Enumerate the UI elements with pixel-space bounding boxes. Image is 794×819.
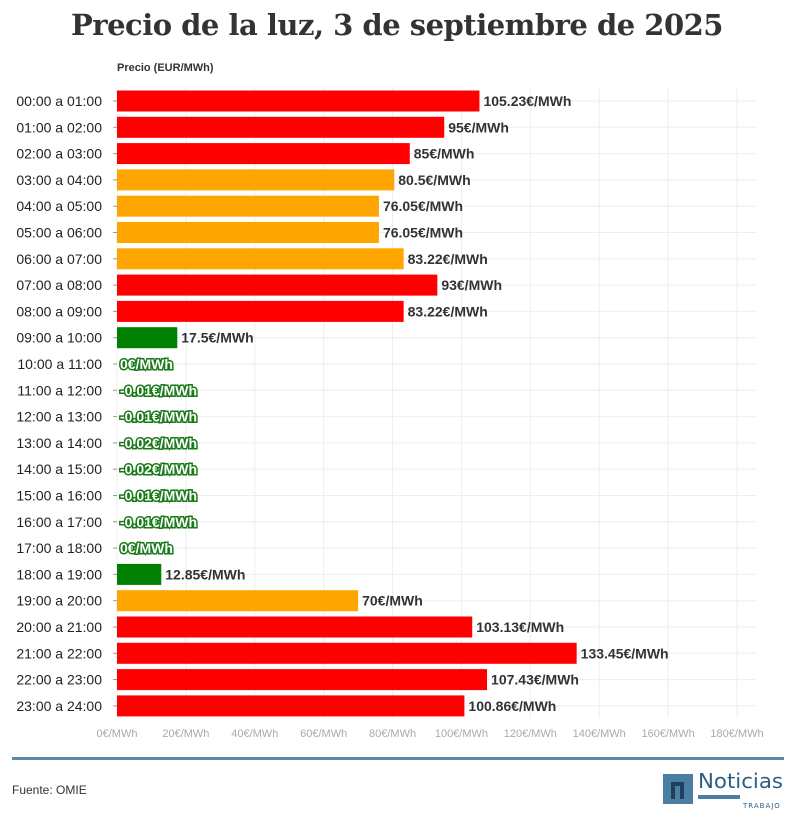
y-tick-label: 11:00 a 12:00	[17, 382, 102, 398]
noticias-trabajo-logo: Noticias TRABAJO	[663, 770, 783, 810]
bar	[117, 248, 404, 270]
y-tick-label: 06:00 a 07:00	[16, 251, 102, 267]
data-label: -0.02€/MWh	[120, 461, 197, 477]
bar	[117, 669, 488, 691]
x-tick-label: 0€/MWh	[97, 728, 138, 740]
bar	[117, 300, 404, 322]
bar	[117, 695, 465, 717]
data-label: 103.13€/MWh	[476, 619, 564, 635]
y-tick-label: 22:00 a 23:00	[16, 672, 102, 688]
bar	[117, 616, 473, 638]
y-tick-label: 23:00 a 24:00	[16, 698, 102, 714]
bar	[117, 563, 162, 585]
logo-sub: TRABAJO	[742, 802, 781, 810]
source-text: Fuente: OMIE	[12, 783, 87, 797]
bar	[117, 274, 438, 296]
data-label: 76.05€/MWh	[383, 198, 463, 214]
bar	[117, 327, 178, 349]
y-tick-label: 15:00 a 16:00	[16, 488, 102, 504]
data-label: 133.45€/MWh	[581, 645, 669, 661]
bar	[117, 143, 410, 165]
data-label: 100.86€/MWh	[468, 698, 556, 714]
x-tick-label: 60€/MWh	[300, 728, 347, 740]
y-tick-label: 17:00 a 18:00	[16, 540, 102, 556]
x-tick-label: 120€/MWh	[504, 728, 557, 740]
y-tick-label: 08:00 a 09:00	[16, 303, 102, 319]
data-label: 70€/MWh	[362, 593, 423, 609]
y-tick-label: 10:00 a 11:00	[17, 356, 102, 372]
data-label: 107.43€/MWh	[491, 672, 579, 688]
divider	[12, 757, 784, 760]
data-label: -0.01€/MWh	[120, 409, 197, 425]
data-label: 0€/MWh	[120, 540, 173, 556]
logo-mark	[663, 774, 693, 804]
y-tick-label: 19:00 a 20:00	[16, 593, 102, 609]
x-tick-label: 160€/MWh	[642, 728, 695, 740]
chart-title: Precio de la luz, 3 de septiembre de 202…	[71, 8, 723, 42]
y-tick-label: 18:00 a 19:00	[16, 566, 102, 582]
x-tick-label: 100€/MWh	[435, 728, 488, 740]
x-tick-label: 40€/MWh	[231, 728, 278, 740]
data-label: 0€/MWh	[120, 356, 173, 372]
y-tick-label: 20:00 a 21:00	[16, 619, 102, 635]
y-tick-label: 01:00 a 02:00	[16, 119, 102, 135]
y-tick-label: 03:00 a 04:00	[16, 172, 102, 188]
x-tick-label: 180€/MWh	[710, 728, 763, 740]
y-tick-label: 09:00 a 10:00	[16, 330, 102, 346]
data-label: 105.23€/MWh	[483, 93, 571, 109]
bar	[117, 90, 480, 112]
bar	[117, 116, 445, 138]
data-label: -0.01€/MWh	[120, 514, 197, 530]
data-label: 83.22€/MWh	[408, 251, 488, 267]
y-tick-label: 12:00 a 13:00	[16, 409, 102, 425]
logo-name: Noticias	[698, 770, 783, 793]
data-label: 83.22€/MWh	[408, 303, 488, 319]
data-label: -0.02€/MWh	[120, 435, 197, 451]
bar	[117, 169, 395, 191]
data-label: 85€/MWh	[414, 146, 475, 162]
x-tick-label: 80€/MWh	[369, 728, 416, 740]
axis-label: Precio (EUR/MWh)	[117, 62, 214, 74]
y-tick-label: 07:00 a 08:00	[16, 277, 102, 293]
data-label: -0.01€/MWh	[120, 488, 197, 504]
bar	[117, 222, 379, 243]
y-tick-label: 04:00 a 05:00	[16, 198, 102, 214]
y-tick-label: 00:00 a 01:00	[16, 93, 102, 109]
logo-bar	[698, 795, 740, 799]
data-label: 76.05€/MWh	[383, 225, 463, 241]
data-label: -0.01€/MWh	[120, 382, 197, 398]
bar	[117, 642, 577, 664]
y-tick-label: 14:00 a 15:00	[16, 461, 102, 477]
logo-n-icon	[671, 782, 684, 799]
bar	[117, 195, 379, 217]
x-tick-label: 140€/MWh	[573, 728, 626, 740]
y-tick-label: 13:00 a 14:00	[16, 435, 102, 451]
y-tick-label: 16:00 a 17:00	[16, 514, 102, 530]
y-tick-label: 21:00 a 22:00	[16, 645, 102, 661]
y-tick-label: 05:00 a 06:00	[16, 225, 102, 241]
data-label: 93€/MWh	[441, 277, 502, 293]
data-label: 17.5€/MWh	[181, 330, 253, 346]
bar	[117, 590, 359, 612]
data-label: 12.85€/MWh	[165, 566, 245, 582]
data-label: 80.5€/MWh	[398, 172, 470, 188]
x-tick-label: 20€/MWh	[162, 728, 209, 740]
data-label: 95€/MWh	[448, 119, 509, 135]
y-tick-label: 02:00 a 03:00	[16, 146, 102, 162]
